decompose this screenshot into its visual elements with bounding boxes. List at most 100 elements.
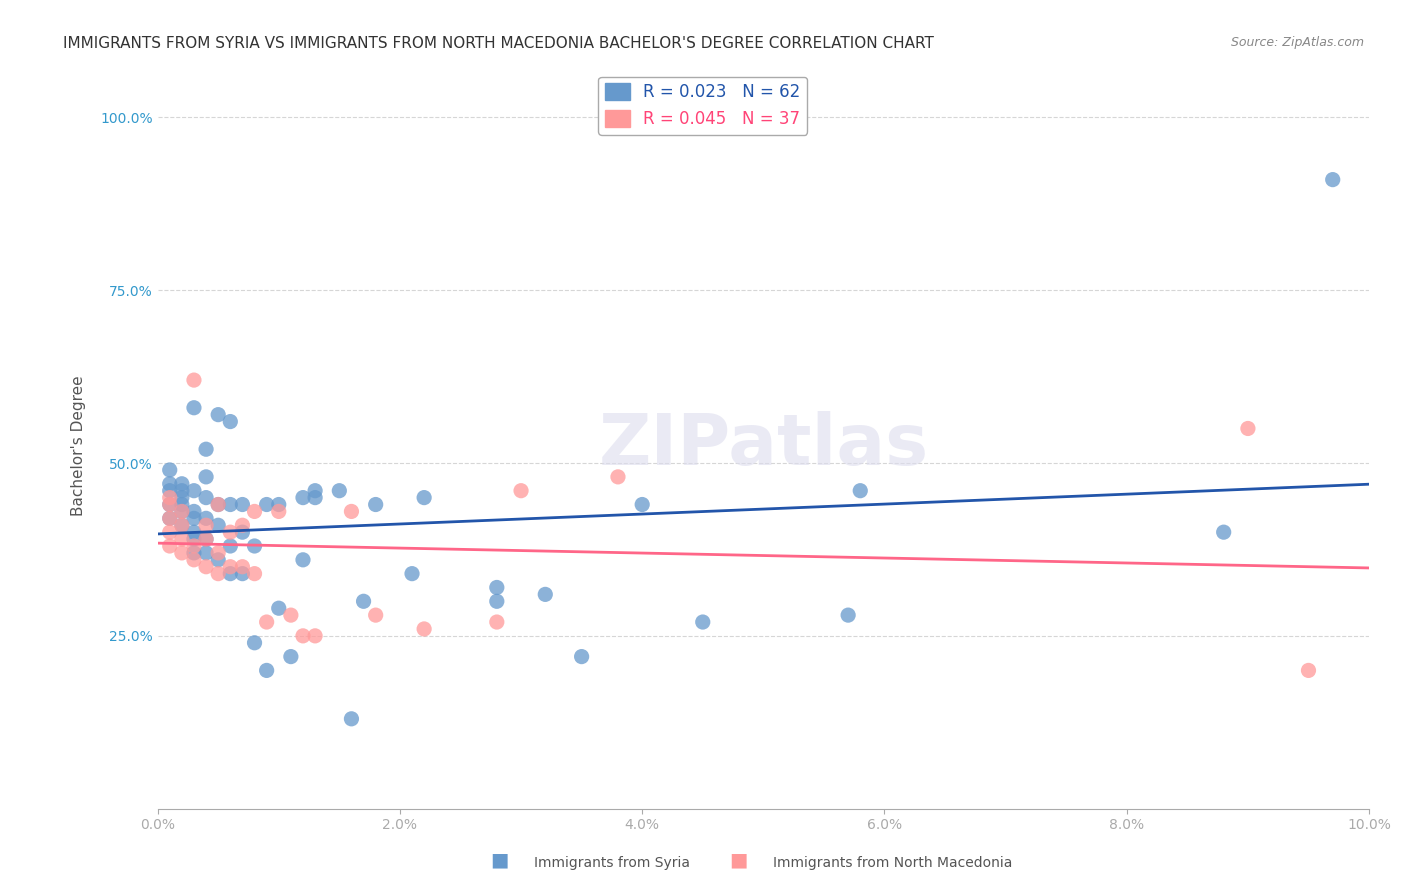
Immigrants from Syria (159, 483, 181, 498)
Immigrants from Syria (291, 491, 314, 505)
Immigrants from North Macedonia (607, 470, 630, 484)
Text: IMMIGRANTS FROM SYRIA VS IMMIGRANTS FROM NORTH MACEDONIA BACHELOR'S DEGREE CORRE: IMMIGRANTS FROM SYRIA VS IMMIGRANTS FROM… (63, 36, 934, 51)
Immigrants from North Macedonia (219, 525, 242, 540)
Immigrants from North Macedonia (256, 615, 278, 629)
Immigrants from Syria (231, 498, 253, 512)
Y-axis label: Bachelor's Degree: Bachelor's Degree (72, 376, 86, 516)
Immigrants from North Macedonia (231, 559, 253, 574)
Immigrants from North Macedonia (413, 622, 436, 636)
Immigrants from Syria (1212, 525, 1234, 540)
Immigrants from Syria (159, 476, 181, 491)
Immigrants from North Macedonia (159, 539, 181, 553)
Immigrants from Syria (183, 401, 205, 415)
Immigrants from North Macedonia (170, 546, 193, 560)
Immigrants from Syria (170, 518, 193, 533)
Immigrants from Syria (267, 601, 290, 615)
Immigrants from North Macedonia (170, 504, 193, 518)
Immigrants from Syria (256, 664, 278, 678)
Immigrants from Syria (170, 491, 193, 505)
Text: Source: ZipAtlas.com: Source: ZipAtlas.com (1230, 36, 1364, 49)
Immigrants from Syria (849, 483, 872, 498)
Immigrants from Syria (183, 511, 205, 525)
Immigrants from Syria (195, 491, 218, 505)
Immigrants from North Macedonia (183, 539, 205, 553)
Immigrants from Syria (413, 491, 436, 505)
Immigrants from Syria (243, 539, 266, 553)
Immigrants from Syria (219, 498, 242, 512)
Immigrants from Syria (692, 615, 714, 629)
Immigrants from Syria (170, 476, 193, 491)
Immigrants from North Macedonia (159, 491, 181, 505)
Immigrants from Syria (195, 442, 218, 457)
Immigrants from Syria (837, 608, 859, 623)
Immigrants from Syria (159, 498, 181, 512)
Immigrants from Syria (207, 553, 229, 567)
Immigrants from North Macedonia (159, 511, 181, 525)
Immigrants from Syria (195, 532, 218, 546)
Immigrants from Syria (534, 587, 557, 601)
Immigrants from Syria (170, 504, 193, 518)
Immigrants from Syria (183, 546, 205, 560)
Immigrants from Syria (159, 511, 181, 525)
Immigrants from North Macedonia (243, 566, 266, 581)
Immigrants from North Macedonia (291, 629, 314, 643)
Immigrants from North Macedonia (1237, 421, 1260, 435)
Immigrants from Syria (256, 498, 278, 512)
Immigrants from Syria (170, 483, 193, 498)
Immigrants from North Macedonia (1298, 664, 1320, 678)
Immigrants from North Macedonia (219, 559, 242, 574)
Immigrants from North Macedonia (170, 532, 193, 546)
Immigrants from North Macedonia (159, 525, 181, 540)
Immigrants from Syria (159, 463, 181, 477)
Immigrants from Syria (267, 498, 290, 512)
Immigrants from Syria (219, 566, 242, 581)
Text: ■: ■ (728, 851, 748, 870)
Immigrants from Syria (304, 483, 326, 498)
Immigrants from Syria (280, 649, 302, 664)
Immigrants from North Macedonia (170, 518, 193, 533)
Immigrants from Syria (219, 415, 242, 429)
Immigrants from Syria (485, 594, 508, 608)
Immigrants from Syria (219, 539, 242, 553)
Text: ZIPatlas: ZIPatlas (599, 411, 928, 480)
Immigrants from North Macedonia (340, 504, 363, 518)
Text: Immigrants from Syria: Immigrants from Syria (534, 855, 690, 870)
Immigrants from North Macedonia (207, 546, 229, 560)
Immigrants from Syria (1322, 172, 1344, 186)
Immigrants from Syria (631, 498, 654, 512)
Immigrants from Syria (195, 546, 218, 560)
Immigrants from Syria (231, 566, 253, 581)
Text: Immigrants from North Macedonia: Immigrants from North Macedonia (773, 855, 1012, 870)
Immigrants from Syria (328, 483, 350, 498)
Immigrants from North Macedonia (304, 629, 326, 643)
Immigrants from North Macedonia (243, 504, 266, 518)
Immigrants from Syria (401, 566, 423, 581)
Immigrants from North Macedonia (510, 483, 533, 498)
Immigrants from Syria (183, 483, 205, 498)
Immigrants from Syria (195, 470, 218, 484)
Immigrants from Syria (485, 581, 508, 595)
Immigrants from Syria (304, 491, 326, 505)
Immigrants from North Macedonia (195, 559, 218, 574)
Immigrants from Syria (571, 649, 593, 664)
Immigrants from Syria (231, 525, 253, 540)
Immigrants from North Macedonia (207, 498, 229, 512)
Immigrants from Syria (207, 518, 229, 533)
Immigrants from North Macedonia (159, 498, 181, 512)
Immigrants from Syria (353, 594, 375, 608)
Immigrants from North Macedonia (485, 615, 508, 629)
Immigrants from Syria (364, 498, 387, 512)
Legend: R = 0.023   N = 62, R = 0.045   N = 37: R = 0.023 N = 62, R = 0.045 N = 37 (599, 77, 807, 135)
Immigrants from Syria (183, 504, 205, 518)
Immigrants from North Macedonia (267, 504, 290, 518)
Immigrants from Syria (170, 498, 193, 512)
Immigrants from Syria (183, 532, 205, 546)
Immigrants from North Macedonia (207, 566, 229, 581)
Immigrants from North Macedonia (195, 532, 218, 546)
Immigrants from North Macedonia (183, 553, 205, 567)
Immigrants from Syria (291, 553, 314, 567)
Immigrants from Syria (340, 712, 363, 726)
Immigrants from North Macedonia (280, 608, 302, 623)
Immigrants from Syria (243, 636, 266, 650)
Immigrants from Syria (183, 525, 205, 540)
